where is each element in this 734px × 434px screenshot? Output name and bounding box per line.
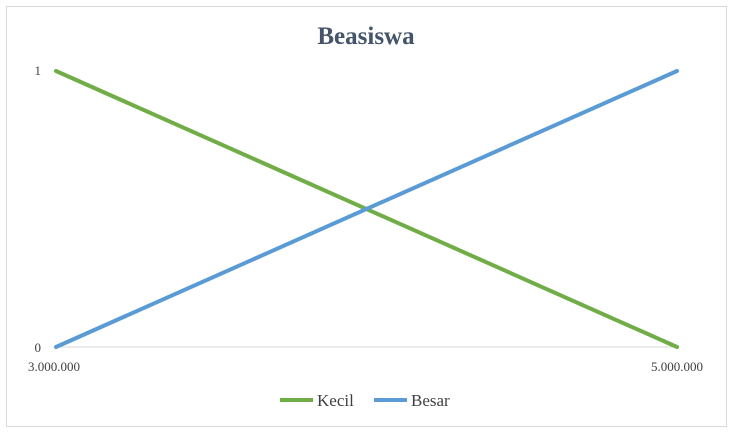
series-layer bbox=[54, 69, 679, 349]
legend-label-kecil: Kecil bbox=[317, 391, 354, 410]
series-line-besar bbox=[54, 69, 679, 349]
legend: Kecil Besar bbox=[280, 391, 450, 410]
y-tick-label-max: 1 bbox=[35, 63, 42, 78]
chart-title: Beasiswa bbox=[317, 23, 415, 50]
legend-label-besar: Besar bbox=[411, 391, 450, 410]
x-tick-label-start: 3.000.000 bbox=[28, 359, 80, 374]
x-tick-label-end: 5.000.000 bbox=[651, 359, 703, 374]
y-tick-label-min: 0 bbox=[35, 340, 42, 355]
chart-frame bbox=[6, 6, 727, 427]
